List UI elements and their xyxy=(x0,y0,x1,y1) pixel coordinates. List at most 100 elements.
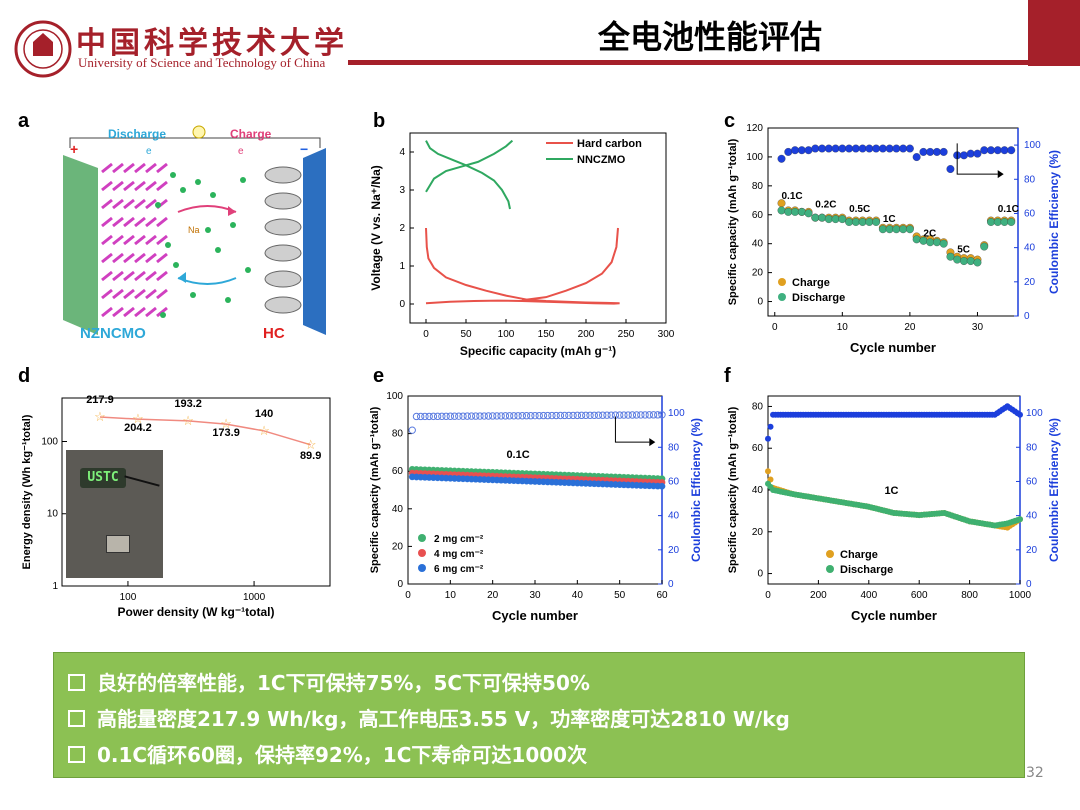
data-point xyxy=(797,207,806,216)
series-line xyxy=(99,416,311,446)
x-tick-label: 60 xyxy=(656,590,668,601)
y-tick-label: 80 xyxy=(752,401,764,412)
cathode-rod xyxy=(134,252,146,264)
y2-tick-label: 60 xyxy=(668,476,680,487)
x-tick-label: 0 xyxy=(423,329,429,340)
series-line xyxy=(425,227,620,305)
data-point xyxy=(804,146,813,155)
panel-label-d: d xyxy=(18,365,31,387)
cathode-rod xyxy=(112,216,124,228)
data-point xyxy=(818,144,827,153)
data-point xyxy=(905,144,914,153)
na-ion xyxy=(210,192,216,198)
data-point xyxy=(539,411,548,420)
data-point xyxy=(953,255,962,264)
cathode-rod xyxy=(134,288,146,300)
summary-line-3: 0.1C循环60圈，保持率92%，1C下寿命可达1000次 xyxy=(68,739,587,768)
cathode-rod xyxy=(123,180,135,192)
x-tick-label: 0 xyxy=(772,322,778,333)
data-point xyxy=(472,412,480,420)
data-point xyxy=(501,412,510,420)
data-point xyxy=(811,213,820,222)
rate-label: 1C xyxy=(883,214,896,225)
cathode-rod xyxy=(101,270,113,282)
checkbox-icon xyxy=(68,674,85,691)
data-point xyxy=(1007,146,1016,155)
cathode-rod xyxy=(101,288,113,300)
data-point xyxy=(858,144,867,153)
data-point xyxy=(980,242,989,251)
data-point xyxy=(480,412,488,420)
legend-label: Charge xyxy=(840,549,878,561)
data-point xyxy=(582,411,590,420)
y2-tick-label: 20 xyxy=(1024,277,1036,288)
data-point xyxy=(811,144,820,153)
wire xyxy=(124,475,160,487)
x-tick-label: 10 xyxy=(445,590,457,601)
data-point xyxy=(544,411,552,420)
data-point xyxy=(531,411,539,420)
rate-annotation: 0.1C xyxy=(506,449,529,461)
na-ion xyxy=(195,179,201,185)
point-label: 173.9 xyxy=(212,427,240,439)
cathode-rod xyxy=(145,198,157,210)
data-point xyxy=(467,412,476,420)
data-point xyxy=(838,144,847,153)
y-tick-label: 100 xyxy=(41,436,58,447)
data-point xyxy=(845,218,854,226)
data-point xyxy=(899,144,908,153)
y2-tick-label: 80 xyxy=(1026,442,1038,453)
y-tick-label: 80 xyxy=(752,181,764,192)
rate-label: 0.1C xyxy=(998,204,1019,215)
header-rule xyxy=(348,60,1028,65)
y2-tick-label: 20 xyxy=(668,545,680,556)
y2-tick-label: 40 xyxy=(668,511,680,522)
anode-label: HC xyxy=(263,325,285,342)
na-ion xyxy=(155,202,161,208)
data-point xyxy=(594,411,603,419)
data-point xyxy=(493,412,501,420)
cathode-rod xyxy=(156,234,168,246)
ion-label: Na xyxy=(188,225,200,235)
data-point xyxy=(765,468,771,475)
point-label: 89.9 xyxy=(300,450,321,462)
star-marker: ☆ xyxy=(258,423,270,438)
cathode-rod xyxy=(123,162,135,174)
data-point xyxy=(831,144,840,153)
panel-label-f: f xyxy=(724,365,731,387)
cathode-rod xyxy=(156,252,168,264)
data-point xyxy=(1017,516,1023,523)
data-point xyxy=(993,218,1002,226)
legend-marker xyxy=(778,293,786,301)
cathode-rod xyxy=(123,198,135,210)
na-ion xyxy=(240,177,246,183)
y-tick-label: 60 xyxy=(752,210,764,221)
y-tick-label: 0 xyxy=(757,569,763,580)
y-tick-label: 60 xyxy=(752,443,764,454)
cathode-rod xyxy=(123,270,135,282)
data-point xyxy=(919,147,928,156)
cathode-layer-rods xyxy=(101,162,168,318)
cathode-rod xyxy=(134,306,146,318)
data-point xyxy=(973,149,982,158)
cathode-label: NZNCMO xyxy=(80,325,146,342)
x-tick-label: 200 xyxy=(578,329,595,340)
data-point xyxy=(556,411,565,420)
data-point xyxy=(624,411,632,419)
legend-label: Charge xyxy=(792,277,830,289)
cathode-rod xyxy=(145,270,157,282)
data-point xyxy=(527,411,535,420)
data-point xyxy=(535,411,543,420)
data-point xyxy=(590,411,598,419)
data-point xyxy=(522,412,531,420)
university-logo-english: University of Science and Technology of … xyxy=(78,55,326,70)
arrow-line xyxy=(956,143,998,175)
na-ion xyxy=(180,187,186,193)
graphene-sheet xyxy=(264,166,302,184)
series-line xyxy=(521,227,619,302)
y2-tick-label: 0 xyxy=(668,579,674,590)
y-tick-label: 20 xyxy=(752,268,764,279)
na-ion xyxy=(173,262,179,268)
data-point xyxy=(959,151,968,160)
y2-tick-label: 100 xyxy=(1024,140,1041,151)
